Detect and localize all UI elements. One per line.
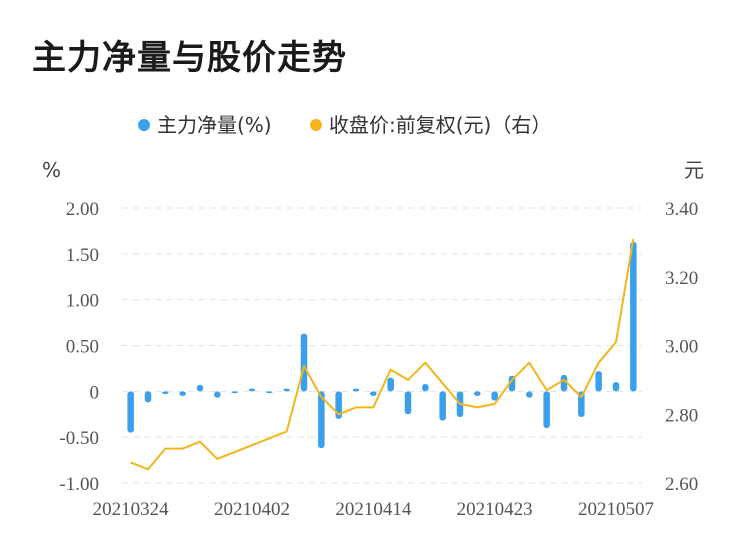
grid-lines <box>122 207 642 484</box>
net-bar <box>196 384 204 392</box>
net-bar <box>543 391 550 428</box>
net-bar <box>300 333 308 392</box>
x-tick-label: 20210507 <box>578 499 654 520</box>
price-line <box>130 238 635 471</box>
right-tick-label: 3.00 <box>665 337 698 358</box>
legend-net-marker <box>138 119 150 131</box>
net-bar <box>231 391 238 394</box>
right-tick-label: 3.40 <box>665 199 698 220</box>
net-bar <box>214 391 221 398</box>
net-bar <box>144 391 152 403</box>
net-bar <box>162 391 169 395</box>
right-axis-ticks: 3.40 3.20 3.00 2.80 2.60 <box>665 199 698 495</box>
net-bar <box>404 391 412 415</box>
left-tick-label: 1.50 <box>66 245 99 266</box>
left-tick-label: 0 <box>90 382 100 403</box>
net-bar <box>387 377 394 392</box>
left-axis-ticks: 2.00 1.50 1.00 0.50 0 -0.50 -1.00 <box>59 199 99 495</box>
left-axis-unit: % <box>42 158 61 182</box>
legend[interactable]: 主力净量(%) 收盘价:前复权(元)（右） <box>138 113 551 137</box>
price-series-line <box>130 238 635 471</box>
net-bar <box>595 371 602 392</box>
net-bar <box>612 382 620 392</box>
right-axis-unit: 元 <box>684 158 704 182</box>
net-bar <box>491 391 498 401</box>
net-bar <box>526 391 533 398</box>
left-tick-label: 2.00 <box>66 199 99 220</box>
x-tick-label: 20210414 <box>335 499 412 520</box>
net-bar <box>127 391 134 433</box>
x-tick-label: 20210402 <box>214 499 290 520</box>
right-tick-label: 3.20 <box>665 268 698 289</box>
net-bar <box>370 391 377 396</box>
left-tick-label: -1.00 <box>59 474 99 495</box>
net-bars <box>127 241 637 449</box>
x-tick-label: 20210324 <box>93 499 170 520</box>
x-tick-label: 20210423 <box>457 499 533 520</box>
net-bar <box>318 391 325 449</box>
net-bar <box>474 391 481 396</box>
net-bar <box>578 391 585 417</box>
right-tick-label: 2.80 <box>665 405 698 426</box>
legend-net-label: 主力净量(%) <box>157 113 272 137</box>
net-bar <box>439 391 446 421</box>
left-tick-label: -0.50 <box>59 428 99 449</box>
right-tick-label: 2.60 <box>665 474 698 495</box>
chart-title: 主力净量与股价走势 <box>32 38 347 78</box>
net-bar <box>266 391 273 394</box>
legend-price-marker <box>310 119 322 131</box>
net-bar <box>560 374 568 392</box>
net-bar <box>630 241 637 392</box>
x-axis-ticks: 20210324 20210402 20210414 20210423 20210507 <box>93 499 654 520</box>
net-bar <box>352 388 360 392</box>
left-tick-label: 1.00 <box>66 291 99 312</box>
legend-price-label: 收盘价:前复权(元)（右） <box>329 113 551 137</box>
left-tick-label: 0.50 <box>66 337 99 358</box>
net-bar <box>179 391 186 396</box>
net-bar <box>283 388 290 392</box>
net-bar <box>248 388 256 392</box>
net-bar <box>422 384 429 392</box>
